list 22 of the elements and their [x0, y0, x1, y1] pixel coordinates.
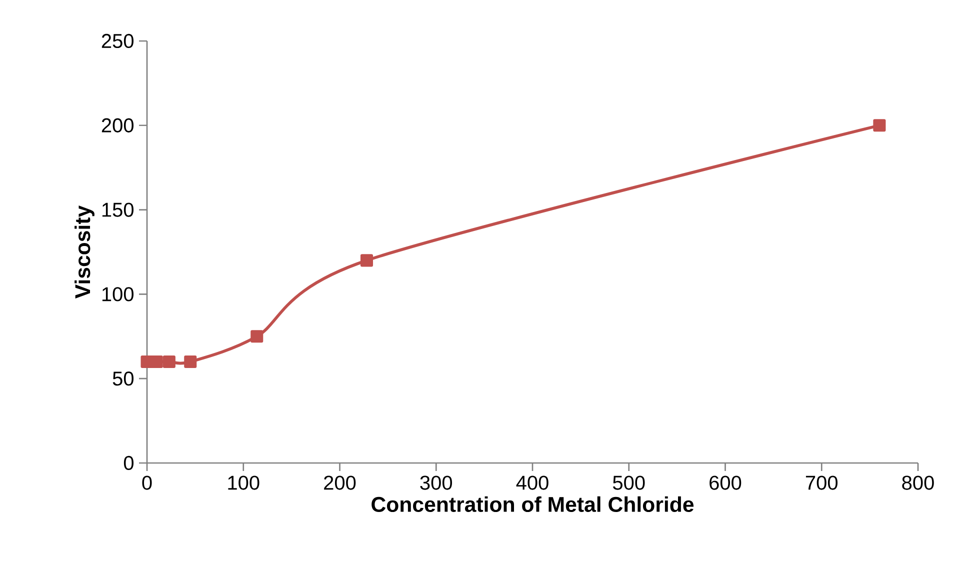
x-tick-label: 200 [324, 476, 356, 490]
y-tick-label: 100 [102, 287, 134, 302]
point [184, 355, 197, 368]
x-tick-label: 100 [228, 476, 260, 490]
x-tick-label: 300 [420, 476, 452, 490]
x-tick-label: 700 [806, 476, 838, 490]
y-tick-label: 150 [102, 202, 134, 217]
x-tick-label: 0 [142, 476, 152, 490]
point [360, 254, 374, 267]
y-tick-label: 250 [102, 34, 134, 48]
x-tick-label: 500 [612, 476, 645, 490]
y-tick-label: 200 [102, 118, 134, 132]
y-axis-title: Viscosity [74, 205, 94, 298]
x-tick-label: 800 [902, 476, 934, 490]
point [250, 330, 264, 343]
x-tick-label: 400 [516, 476, 548, 490]
y-tick-label: 0 [124, 456, 134, 470]
point [873, 119, 886, 132]
point [162, 355, 176, 368]
y-tick-label: 50 [112, 372, 134, 386]
x-tick-label: 600 [710, 476, 742, 490]
x-axis-title: Concentration of Metal Chloride [372, 496, 694, 512]
